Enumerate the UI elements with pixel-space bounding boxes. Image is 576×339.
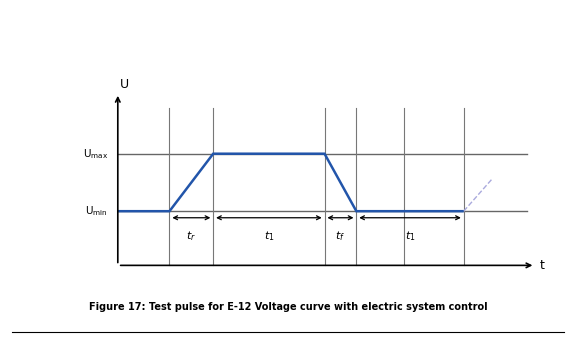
Text: $t_r$: $t_r$: [187, 229, 196, 243]
Text: $t_1$: $t_1$: [264, 229, 274, 243]
Text: U: U: [120, 78, 129, 91]
Text: $t_f$: $t_f$: [335, 229, 346, 243]
Text: U$_\mathregular{max}$: U$_\mathregular{max}$: [82, 147, 108, 161]
Text: $t_1$: $t_1$: [405, 229, 415, 243]
Text: U$_\mathregular{min}$: U$_\mathregular{min}$: [85, 204, 108, 218]
Text: Figure 17: Test pulse for E-12 Voltage curve with electric system control: Figure 17: Test pulse for E-12 Voltage c…: [89, 302, 487, 312]
Text: t: t: [539, 259, 544, 272]
